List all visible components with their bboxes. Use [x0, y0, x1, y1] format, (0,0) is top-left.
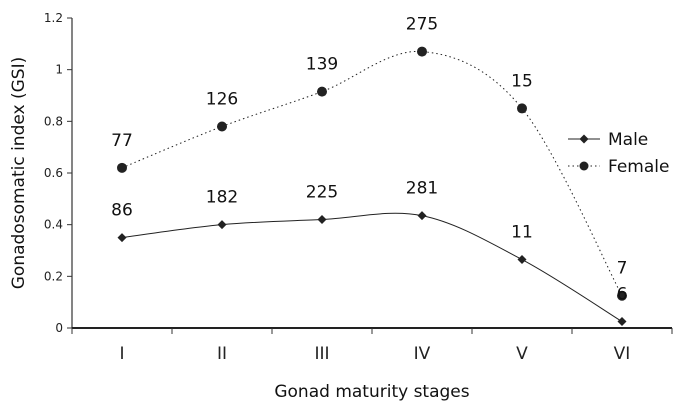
data-label-female: 126 [206, 90, 238, 110]
data-label-female: 15 [511, 71, 533, 91]
series-female-point [517, 103, 527, 114]
y-axis-title: Gonadosomatic index (GSI) [9, 57, 29, 290]
y-tick-label: 0.2 [44, 269, 63, 283]
series-female-point [117, 162, 127, 173]
series-male-point [417, 211, 427, 221]
x-tick-label: II [217, 344, 227, 364]
series-male-point [217, 220, 227, 230]
data-label-female: 7 [617, 259, 628, 279]
legend-female-marker [579, 161, 589, 171]
y-tick-label: 0.8 [44, 114, 63, 128]
series-male-point [317, 215, 327, 224]
series-male-point [617, 317, 627, 327]
series-female-point [617, 290, 627, 301]
legend: Male Female [568, 130, 669, 177]
y-tick-label: 0.4 [44, 218, 63, 232]
data-label-male: 182 [206, 188, 238, 208]
series-female-line [121, 51, 623, 296]
legend-male-marker [579, 134, 589, 144]
legend-male-label: Male [608, 130, 648, 150]
data-label-male: 11 [511, 223, 533, 243]
legend-female-label: Female [608, 157, 669, 177]
x-tick-label: VI [614, 344, 631, 364]
x-tick-label: I [119, 344, 124, 364]
data-label-female: 275 [406, 15, 438, 35]
x-axis-ticks: I II III IV V VI [71, 328, 673, 364]
y-tick-label: 0 [55, 321, 63, 335]
x-tick-label: IV [414, 344, 431, 364]
series-female-point [417, 46, 427, 57]
x-axis-title: Gonad maturity stages [274, 382, 469, 402]
y-tick-label: 1 [55, 63, 63, 77]
y-axis-ticks: 0 0.2 0.4 0.6 0.8 1 1.2 [44, 11, 72, 335]
series-male-point [517, 255, 527, 265]
data-label-female: 77 [111, 131, 133, 151]
data-label-female: 139 [306, 55, 338, 75]
x-tick-label: V [516, 344, 528, 364]
data-labels: 86 182 225 281 11 6 77 126 139 275 15 7 [111, 15, 627, 305]
series-female-point [317, 86, 327, 97]
series-layer [117, 46, 627, 327]
series-male-point [117, 233, 127, 243]
data-label-male: 86 [111, 201, 133, 221]
data-label-male: 225 [306, 183, 338, 203]
series-female-point [217, 121, 227, 132]
data-label-male: 281 [406, 179, 438, 199]
y-tick-label: 0.6 [44, 166, 63, 180]
data-label-male: 6 [617, 285, 628, 305]
series-male-line [121, 212, 623, 322]
x-tick-label: III [314, 344, 329, 364]
y-tick-label: 1.2 [44, 11, 63, 25]
